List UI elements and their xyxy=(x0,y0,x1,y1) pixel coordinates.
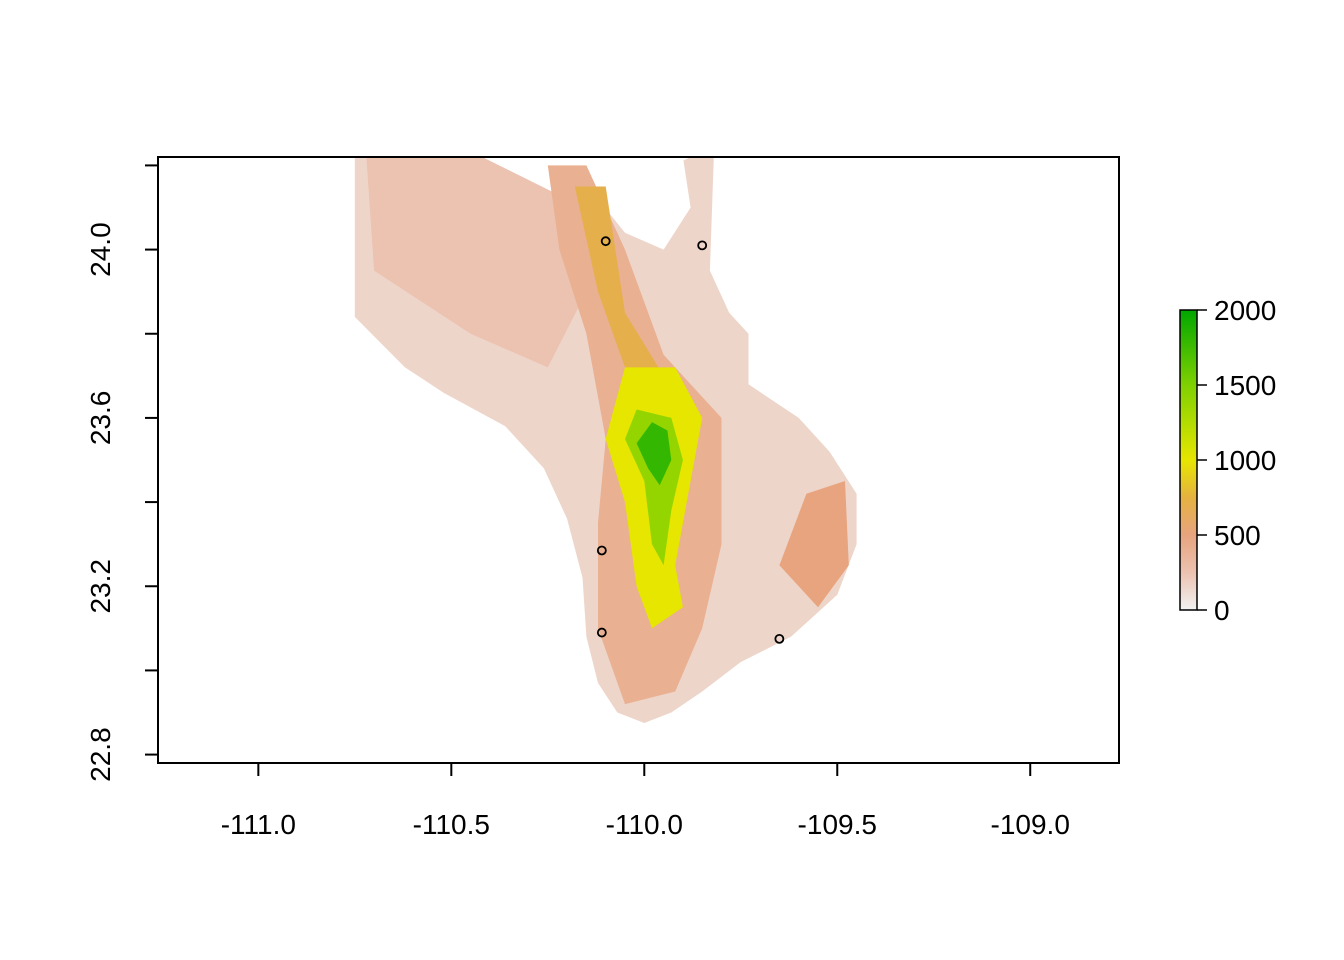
point-marker xyxy=(774,633,785,644)
x-axis: -111.0 -110.5 -110.0 -109.5 -109.0 xyxy=(221,763,1070,840)
elevation-raster xyxy=(354,157,857,723)
point-markers xyxy=(596,236,785,644)
point-marker xyxy=(596,545,607,556)
raster-bay xyxy=(598,157,691,250)
x-tick-label: -111.0 xyxy=(221,809,296,840)
legend-colorbar xyxy=(1179,309,1198,611)
point-marker xyxy=(600,236,611,247)
x-tick-label: -109.0 xyxy=(991,809,1070,840)
legend-tick-label: 500 xyxy=(1214,520,1261,551)
y-tick-label: 24.0 xyxy=(85,222,116,277)
x-tick-label: -110.0 xyxy=(606,809,683,840)
plot-frame xyxy=(157,156,1120,764)
raster-elevation-zone xyxy=(779,481,849,608)
legend-tick-label: 2000 xyxy=(1214,295,1276,326)
raster-elevation-zone xyxy=(574,186,664,376)
y-tick-label: 23.2 xyxy=(85,559,116,614)
raster-elevation-zone xyxy=(366,157,587,368)
x-tick-label: -109.5 xyxy=(798,809,877,840)
point-marker xyxy=(697,240,708,251)
y-tick-label: 23.6 xyxy=(85,391,116,446)
raster-elevation-zone xyxy=(636,422,672,486)
x-tick-label: -110.5 xyxy=(413,809,490,840)
point-marker xyxy=(596,627,607,638)
legend-tick-label: 1000 xyxy=(1214,445,1276,476)
legend-tick-label: 1500 xyxy=(1214,370,1276,401)
y-tick-label: 22.8 xyxy=(85,727,116,782)
legend-tick-label: 0 xyxy=(1214,595,1230,626)
elevation-legend: 0 500 1000 1500 2000 xyxy=(1179,295,1276,626)
y-axis: 22.8 23.2 23.6 24.0 xyxy=(85,164,158,782)
